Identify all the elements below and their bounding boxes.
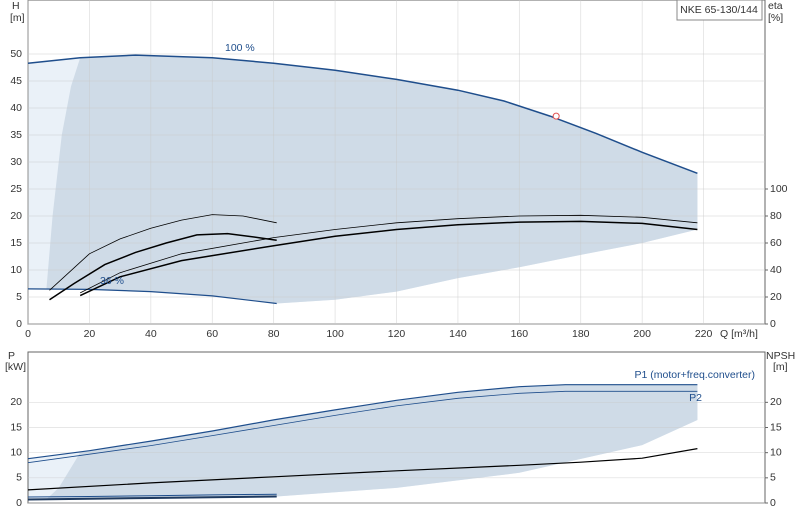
curve: [49, 232, 277, 301]
x-tick-label: 20: [84, 328, 96, 340]
chart-title: NKE 65-130/144: [680, 4, 758, 16]
y-tick-label: 0: [16, 318, 22, 330]
y2-axis-unit: [%]: [768, 12, 783, 24]
y2-tick-label: 20: [770, 396, 782, 408]
x-tick-label: 100: [326, 328, 344, 340]
y-axis-label: H: [12, 0, 20, 12]
curve: [79, 220, 698, 297]
y2-tick-label: 80: [770, 210, 782, 222]
y-tick-label: 5: [16, 472, 22, 484]
y2-tick-label: 15: [770, 421, 782, 433]
y2-tick-label: 10: [770, 446, 782, 458]
x-tick-label: 80: [268, 328, 280, 340]
y-axis-label: P: [8, 350, 15, 362]
y2-tick-label: 0: [770, 318, 776, 330]
x-tick-label: 140: [449, 328, 467, 340]
curve: [27, 390, 698, 464]
curve-label: P2: [689, 392, 702, 404]
curve: [27, 384, 698, 460]
y-tick-label: 45: [10, 75, 22, 87]
x-tick-label: 160: [511, 328, 529, 340]
curve: [27, 495, 277, 501]
x-tick-label: 40: [145, 328, 157, 340]
y-tick-label: 25: [10, 183, 22, 195]
y2-tick-label: 0: [770, 497, 776, 509]
x-tick-label: 0: [25, 328, 31, 340]
y-tick-label: 10: [10, 264, 22, 276]
y-tick-label: 30: [10, 156, 22, 168]
y-tick-label: 35: [10, 129, 22, 141]
y2-tick-label: 100: [770, 183, 788, 195]
y-tick-label: 0: [16, 497, 22, 509]
curve: [49, 214, 277, 291]
x-tick-label: 120: [388, 328, 406, 340]
curve: [27, 288, 277, 305]
x-tick-label: 180: [572, 328, 590, 340]
x-tick-label: 200: [633, 328, 651, 340]
y-tick-label: 20: [10, 396, 22, 408]
curve: [27, 493, 277, 498]
curve-label: P1 (motor+freq.converter): [634, 369, 755, 381]
y-tick-label: 15: [10, 237, 22, 249]
y-tick-label: 15: [10, 421, 22, 433]
y2-tick-label: 60: [770, 237, 782, 249]
y-tick-label: 10: [10, 446, 22, 458]
curve: [27, 54, 698, 175]
y2-tick-label: 40: [770, 264, 782, 276]
operating-point: [552, 112, 560, 120]
x-tick-label: 60: [206, 328, 218, 340]
curve: [80, 214, 698, 294]
y2-axis-label: eta: [768, 0, 783, 12]
y2-tick-label: 5: [770, 472, 776, 484]
title-box: [676, 0, 763, 21]
y-tick-label: 40: [10, 102, 22, 114]
y2-axis-label: NPSH: [766, 350, 795, 362]
y2-tick-label: 20: [770, 291, 782, 303]
y-tick-label: 20: [10, 210, 22, 222]
y-axis-unit: [kW]: [5, 361, 26, 373]
curve-label: 36 %: [100, 275, 124, 287]
y-tick-label: 50: [10, 48, 22, 60]
y2-axis-unit: [m]: [773, 361, 788, 373]
x-axis-label: Q [m³/h]: [720, 328, 758, 340]
operating-area: [46, 384, 698, 500]
x-tick-label: 220: [695, 328, 713, 340]
y-tick-label: 5: [16, 291, 22, 303]
curve-label: 100 %: [225, 42, 255, 54]
operating-area: [46, 55, 698, 304]
curve: [27, 448, 698, 491]
y-axis-unit: [m]: [10, 12, 25, 24]
